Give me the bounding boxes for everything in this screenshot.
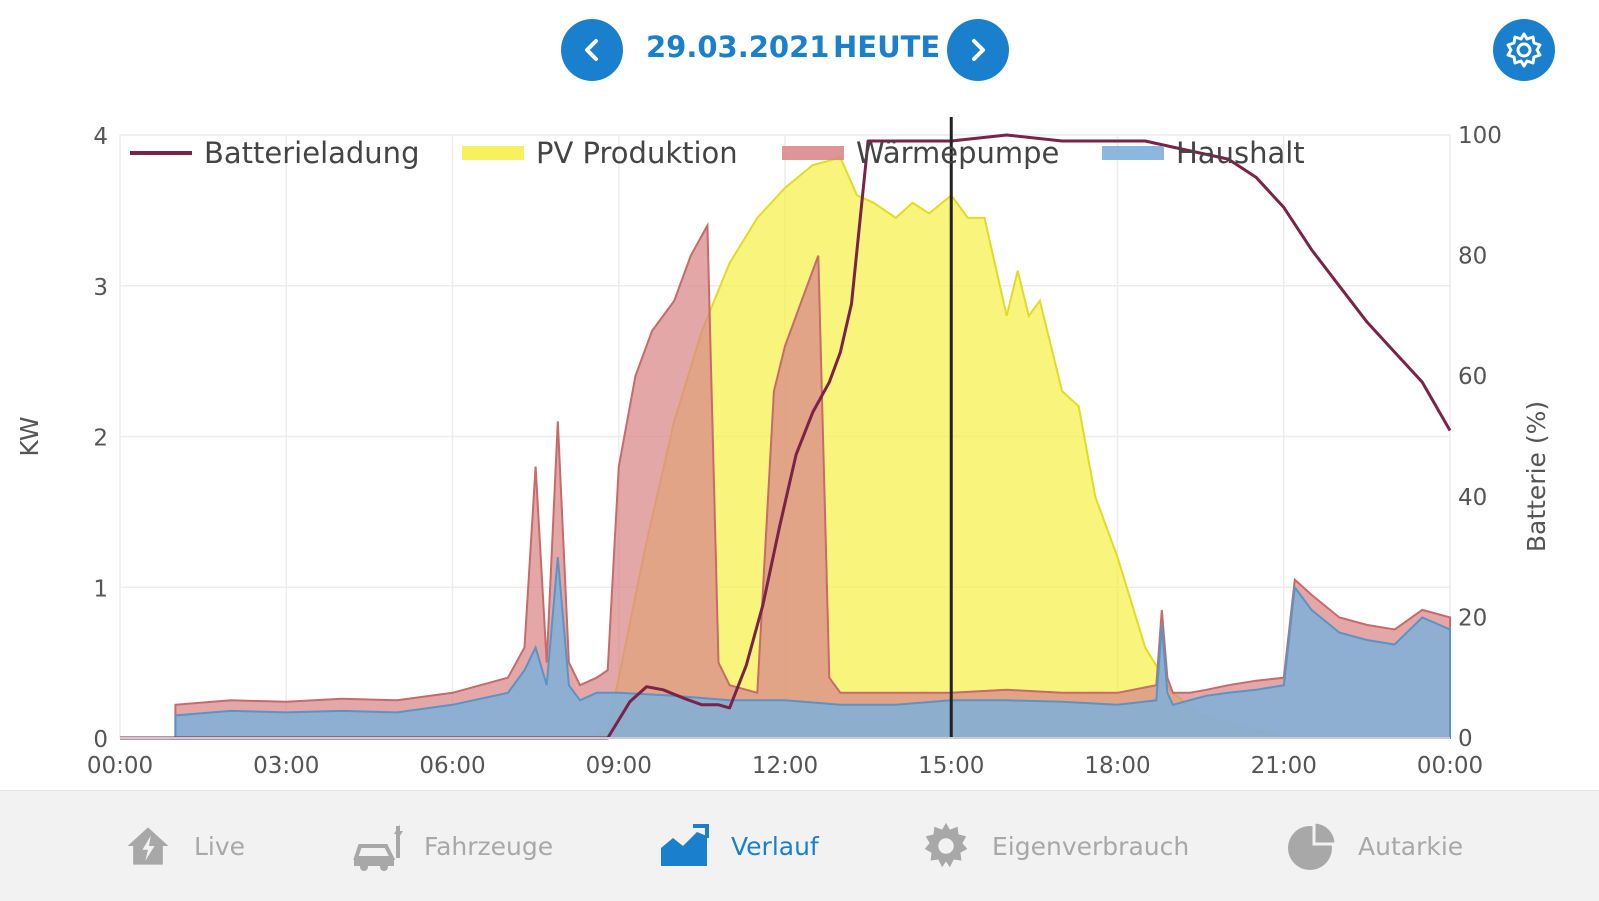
tab-verlauf[interactable]: Verlauf [657,791,819,901]
house-bolt-icon [120,818,176,874]
y-tick-label: 0 [93,727,108,753]
tab-eigenverbrauch-label: Eigenverbrauch [992,831,1190,861]
y-tick-label: 2 [93,426,108,452]
chart-axes: 0 1 2 3 4 00:00 03:00 06:00 09:00 12:00 15:00 18:00… [15,123,1551,779]
y-tick-label: 3 [93,275,108,301]
household-area [174,557,1451,739]
chevron-left-icon [585,39,598,61]
heatpump-area [174,221,1451,739]
y2-tick-label: 20 [1458,605,1487,631]
legend-swatch-heatpump-area [782,146,844,160]
legend-label: Batterieladung [204,136,419,170]
x-tick-label: 18:00 [1084,753,1150,779]
chevron-right-icon [972,39,985,61]
chart-areas [174,156,1451,739]
tab-live[interactable]: Live [120,791,245,901]
today-label[interactable]: HEUTE [833,30,941,64]
y-axis-title: KW [15,416,44,456]
y2-tick-label: 80 [1458,244,1487,270]
x-tick-label: 15:00 [918,753,984,779]
legend-label: Wärmepumpe [856,136,1059,170]
next-day-button[interactable] [947,19,1009,81]
y-tick-label: 1 [93,576,108,602]
x-tick-label: 09:00 [586,753,652,779]
tab-fahrzeuge-label: Fahrzeuge [424,831,554,861]
settings-button[interactable] [1493,19,1555,81]
car-charging-icon [350,818,406,874]
current-date: 29.03.2021 [646,30,830,64]
settings-gear-icon [1506,32,1542,68]
energy-history-chart: 0 1 2 3 4 00:00 03:00 06:00 09:00 12:00 15:00 18:00… [15,117,1551,779]
pie-chart-icon [1284,818,1340,874]
header-bar: 29.03.2021 HEUTE [0,0,1599,100]
legend-swatch-pv-area [462,146,524,160]
area-chart-icon [657,818,713,874]
chart-lines [120,117,1452,740]
battery-line [120,133,1452,740]
y2-tick-label: 100 [1458,123,1502,149]
tab-fahrzeuge[interactable]: Fahrzeuge [350,791,553,901]
y2-tick-label: 40 [1458,485,1487,511]
tab-eigenverbrauch[interactable]: Eigenverbrauch [918,791,1189,901]
gear-icon [918,818,974,874]
x-tick-label: 12:00 [752,753,818,779]
tab-autarkie-label: Autarkie [1358,831,1464,861]
x-tick-label: 03:00 [253,753,319,779]
legend-swatch-household-area [1102,146,1164,160]
bottom-tab-bar: Live Fahrzeuge Verlauf Eigenverbrauch Au… [0,790,1599,901]
y2-tick-label: 0 [1458,726,1473,752]
chart-legend: Batterieladung PV Produktion Wärmepumpe Hau… [130,136,1305,170]
y-tick-label: 4 [93,124,108,150]
tab-verlauf-label: Verlauf [731,831,819,861]
previous-day-button[interactable] [561,19,623,81]
x-tick-label: 21:00 [1251,753,1317,779]
tab-live-label: Live [194,831,246,861]
legend-label: Haushalt [1176,136,1305,170]
legend-label: PV Produktion [536,136,738,170]
y2-axis-title: Batterie (%) [1522,401,1551,552]
x-tick-label: 00:00 [87,753,153,779]
x-tick-label: 00:00 [1417,753,1483,779]
y2-tick-label: 60 [1458,364,1487,390]
tab-autarkie[interactable]: Autarkie [1284,791,1463,901]
x-tick-label: 06:00 [419,753,485,779]
